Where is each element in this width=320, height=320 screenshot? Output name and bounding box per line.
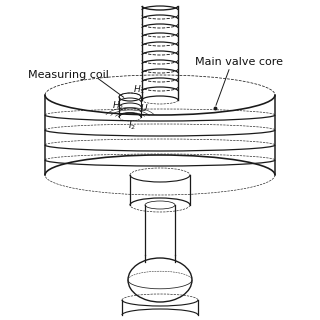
- Text: $U$: $U$: [140, 102, 148, 113]
- Text: Main valve core: Main valve core: [195, 57, 283, 67]
- Text: $H_2$: $H_2$: [112, 100, 124, 113]
- Text: $H_1$: $H_1$: [133, 84, 145, 97]
- Text: $I_2$: $I_2$: [128, 120, 136, 132]
- Text: Measuring coil: Measuring coil: [28, 70, 109, 80]
